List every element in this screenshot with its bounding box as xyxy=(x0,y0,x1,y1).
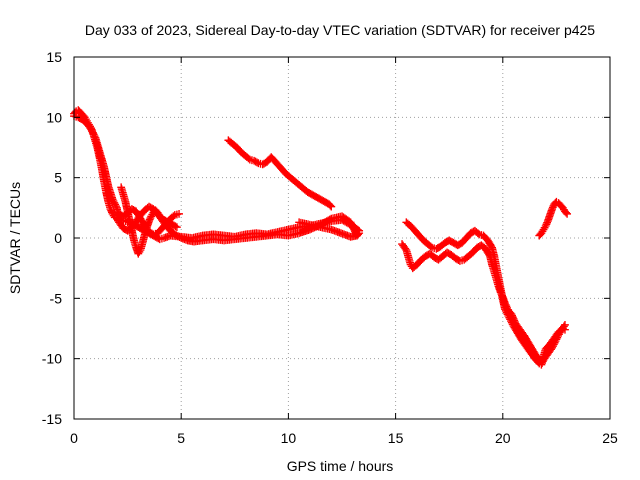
y-tick-label: -5 xyxy=(50,290,63,306)
data-point xyxy=(561,320,569,329)
y-tick-label: 10 xyxy=(46,109,62,125)
series-track-f xyxy=(295,218,364,241)
y-tick-label: 5 xyxy=(54,170,62,186)
series-track-g xyxy=(398,240,496,273)
y-tick-label: -10 xyxy=(42,351,62,367)
data-point xyxy=(326,201,335,210)
series-track-e xyxy=(224,136,336,211)
x-tick-label: 0 xyxy=(70,430,78,446)
series-track-k xyxy=(535,197,572,240)
series-track-j xyxy=(490,252,569,369)
series-track-b xyxy=(70,112,361,246)
x-tick-label: 10 xyxy=(281,430,297,446)
data-point xyxy=(562,208,570,217)
y-tick-label: -15 xyxy=(42,411,62,427)
data-point xyxy=(171,222,180,231)
data-point xyxy=(563,209,572,218)
x-axis-label: GPS time / hours xyxy=(287,458,394,474)
x-tick-label: 5 xyxy=(177,430,185,446)
data-point xyxy=(173,223,181,232)
series-track-d xyxy=(115,205,183,239)
chart-title: Day 033 of 2023, Sidereal Day-to-day VTE… xyxy=(85,22,595,38)
data-point xyxy=(354,230,362,239)
y-axis-label: SDTVAR / TECUs xyxy=(7,182,23,294)
axis-ticks: 0 5 10 15 20 25 -15 -10 -5 0 5 10 15 xyxy=(42,49,618,446)
y-tick-label: 15 xyxy=(46,49,62,65)
x-tick-label: 15 xyxy=(388,430,404,446)
y-tick-label: 0 xyxy=(54,230,62,246)
x-tick-label: 20 xyxy=(495,430,511,446)
data-point xyxy=(355,229,364,238)
data-point xyxy=(175,209,183,218)
x-tick-label: 25 xyxy=(602,430,618,446)
data-marks xyxy=(70,106,572,369)
data-point xyxy=(253,158,261,167)
data-point xyxy=(327,202,336,211)
